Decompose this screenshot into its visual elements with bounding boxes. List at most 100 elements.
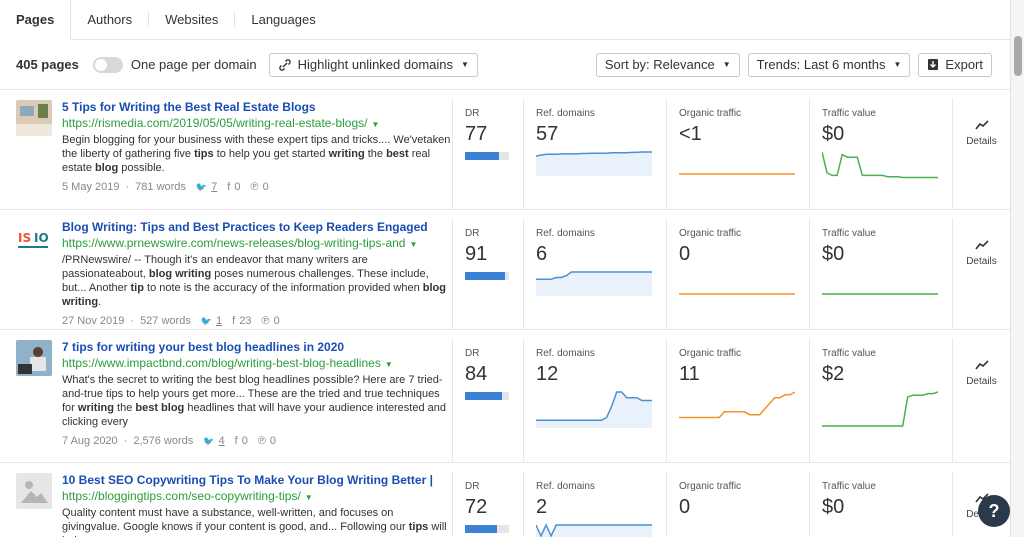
sparkline-area bbox=[536, 525, 652, 537]
dr-label: DR bbox=[465, 481, 480, 492]
organic-traffic-value: 0 bbox=[679, 243, 691, 265]
sort-label: Sort by: Relevance bbox=[604, 57, 715, 72]
svg-text:IO: IO bbox=[34, 231, 49, 245]
organic-traffic-label: Organic traffic bbox=[679, 481, 742, 492]
word-count: 2,576 words bbox=[133, 435, 194, 447]
tab-websites[interactable]: Websites bbox=[165, 12, 219, 27]
organic-traffic-sparkline bbox=[679, 391, 795, 419]
result-url-link[interactable]: https://bloggingtips.com/seo-copywriting… bbox=[62, 489, 452, 503]
unlink-icon bbox=[278, 58, 291, 71]
toolbar: 405 pages One page per domain Highlight … bbox=[0, 40, 1024, 90]
result-content: 5 Tips for Writing the Best Real Estate … bbox=[62, 90, 452, 209]
organic-traffic-cell: Organic traffic <1 bbox=[666, 98, 809, 209]
details-label: Details bbox=[966, 376, 997, 387]
toggle-label: One page per domain bbox=[130, 57, 257, 72]
scrollbar-thumb[interactable] bbox=[1014, 36, 1022, 76]
ref-domains-value: 57 bbox=[536, 123, 559, 145]
dr-bar-fill bbox=[465, 152, 499, 160]
result-url-text: https://www.impactbnd.com/blog/writing-b… bbox=[62, 356, 381, 370]
caret-down-icon[interactable]: ▼ bbox=[409, 240, 418, 249]
result-title-link[interactable]: 7 tips for writing your best blog headli… bbox=[62, 340, 345, 354]
traffic-value-cell: Traffic value $0 bbox=[809, 218, 952, 329]
svg-text:IS: IS bbox=[18, 231, 31, 245]
snippet-text: writing bbox=[77, 402, 114, 414]
sort-dropdown[interactable]: Sort by: Relevance ▼ bbox=[595, 52, 740, 77]
ref-domains-sparkline bbox=[536, 391, 652, 428]
help-button[interactable]: ? bbox=[978, 495, 1010, 527]
caret-down-icon[interactable]: ▼ bbox=[304, 493, 313, 502]
pinterest-icon: ℗ bbox=[261, 315, 270, 327]
result-url-text: https://www.prnewswire.com/news-releases… bbox=[62, 236, 406, 250]
facebook-icon: f bbox=[232, 315, 236, 327]
trends-dropdown[interactable]: Trends: Last 6 months ▼ bbox=[747, 52, 911, 77]
result-title-link[interactable]: 10 Best SEO Copywriting Tips To Make You… bbox=[62, 473, 433, 487]
snippet-text: writing bbox=[328, 148, 365, 160]
traffic-value-cell: Traffic value $2 bbox=[809, 338, 952, 462]
trend-chart-icon bbox=[974, 360, 989, 370]
result-url-text: https://rismedia.com/2019/05/05/writing-… bbox=[62, 116, 368, 130]
snippet-text: tips bbox=[194, 148, 214, 160]
trends-label: Trends: Last 6 months bbox=[756, 57, 886, 72]
ref-domains-sparkline bbox=[536, 271, 652, 296]
details-button[interactable]: Details bbox=[952, 338, 1010, 462]
dr-value: 72 bbox=[465, 496, 488, 518]
traffic-value-sparkline bbox=[822, 391, 938, 427]
one-page-per-domain-toggle[interactable] bbox=[92, 56, 123, 73]
tab-authors[interactable]: Authors bbox=[87, 12, 133, 27]
ref-domains-sparkline bbox=[536, 523, 652, 537]
ref-domains-label: Ref. domains bbox=[536, 348, 595, 359]
caret-down-icon[interactable]: ▼ bbox=[384, 360, 393, 369]
tab-divider bbox=[234, 12, 236, 27]
snippet-text: tip bbox=[130, 282, 144, 294]
result-title-link[interactable]: Blog Writing: Tips and Best Practices to… bbox=[62, 220, 428, 234]
highlight-unlinked-button[interactable]: Highlight unlinked domains ▼ bbox=[268, 52, 478, 77]
dr-value: 77 bbox=[465, 123, 488, 145]
traffic-value-sparkline bbox=[822, 293, 938, 295]
export-button[interactable]: Export bbox=[918, 52, 992, 77]
scrollbar[interactable] bbox=[1010, 0, 1024, 537]
chevron-down-icon: ▼ bbox=[722, 60, 731, 69]
result-url-link[interactable]: https://www.impactbnd.com/blog/writing-b… bbox=[62, 356, 452, 370]
result-title-link[interactable]: 5 Tips for Writing the Best Real Estate … bbox=[62, 100, 316, 114]
facebook-icon: f bbox=[234, 435, 238, 447]
snippet-text: to help you get started bbox=[213, 148, 329, 160]
twitter-count[interactable]: 1 bbox=[216, 315, 223, 327]
thumbnail bbox=[16, 473, 52, 509]
pinterest-count: 0 bbox=[269, 435, 277, 447]
result-content: 7 tips for writing your best blog headli… bbox=[62, 330, 452, 462]
export-icon bbox=[928, 59, 939, 70]
dr-bar bbox=[465, 525, 509, 533]
domain-rating-cell: DR 72 bbox=[452, 471, 523, 537]
sparkline-line bbox=[822, 151, 938, 179]
traffic-value-sparkline bbox=[822, 523, 938, 537]
result-url-link[interactable]: https://rismedia.com/2019/05/05/writing-… bbox=[62, 116, 452, 130]
tab-languages[interactable]: Languages bbox=[251, 12, 316, 27]
details-button[interactable]: Details bbox=[952, 218, 1010, 329]
tab-pages[interactable]: Pages bbox=[0, 0, 72, 40]
result-url-link[interactable]: https://www.prnewswire.com/news-releases… bbox=[62, 236, 452, 250]
twitter-icon: 🐦 bbox=[200, 315, 213, 326]
organic-traffic-cell: Organic traffic 0 bbox=[666, 471, 809, 537]
traffic-value-value: $0 bbox=[822, 243, 845, 265]
dr-bar-fill bbox=[465, 272, 506, 280]
sparkline-area bbox=[536, 272, 652, 296]
caret-down-icon[interactable]: ▼ bbox=[371, 120, 380, 129]
sparkline-line bbox=[822, 391, 938, 427]
details-label: Details bbox=[966, 256, 997, 267]
snippet-text: possible. bbox=[118, 162, 165, 174]
trend-chart-icon bbox=[974, 240, 989, 250]
pinterest-count: 0 bbox=[273, 315, 280, 327]
dr-bar bbox=[465, 272, 509, 280]
dr-bar-fill bbox=[465, 392, 502, 400]
twitter-count[interactable]: 4 bbox=[218, 435, 225, 447]
twitter-count[interactable]: 7 bbox=[211, 181, 218, 193]
details-button[interactable]: Details bbox=[952, 98, 1010, 209]
trend-chart-icon bbox=[974, 120, 989, 130]
snippet-text: the bbox=[364, 148, 387, 160]
snippet-text: about, bbox=[115, 268, 149, 280]
facebook-count: 0 bbox=[241, 435, 248, 447]
snippet-text: value. Google knows if your content is g… bbox=[90, 521, 409, 533]
twitter-icon: 🐦 bbox=[195, 181, 208, 192]
organic-traffic-label: Organic traffic bbox=[679, 108, 742, 119]
snippet-text: the bbox=[113, 402, 136, 414]
